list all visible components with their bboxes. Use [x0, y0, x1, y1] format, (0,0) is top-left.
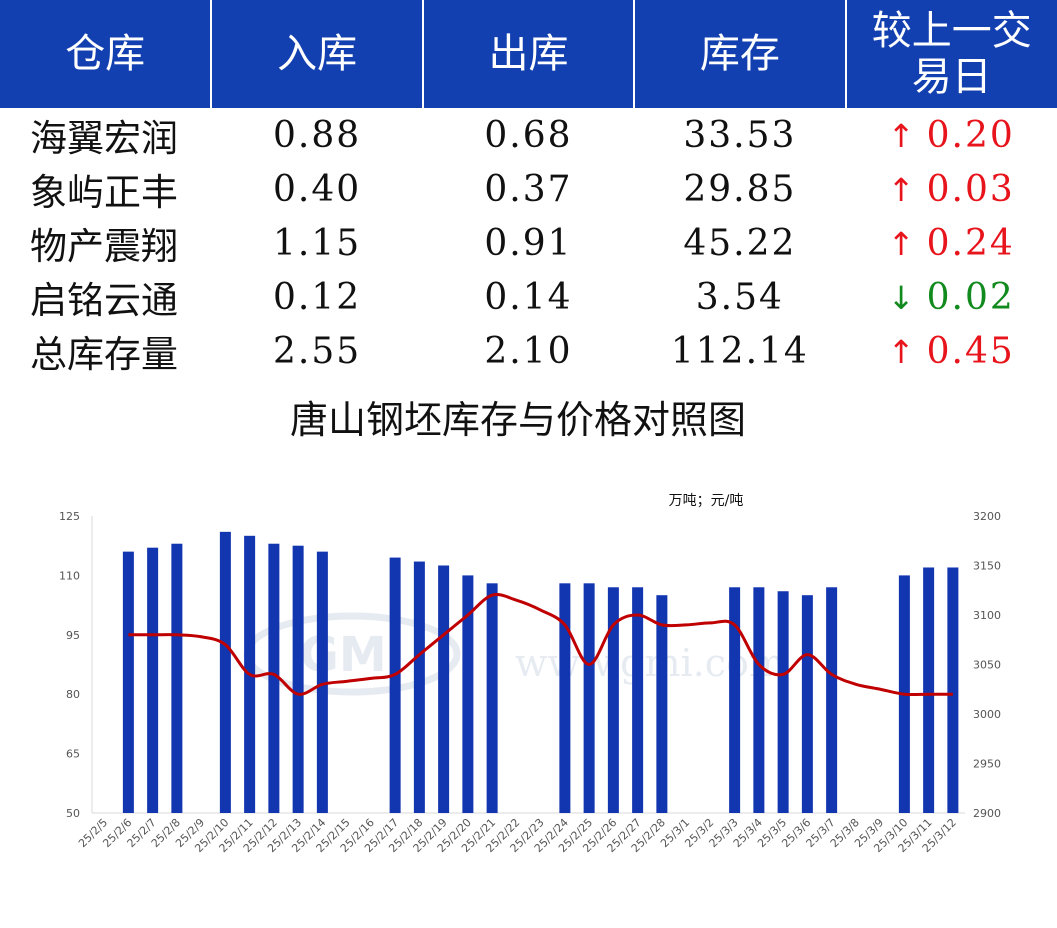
inbound-value: 0.12 [273, 276, 362, 318]
header-warehouse: 仓库 [0, 0, 213, 108]
bar [656, 595, 668, 813]
change-cell: ↑ 0.20 [846, 108, 1057, 162]
table-row: 启铭云通 0.12 0.14 3.54 ↓ 0.02 [0, 270, 1057, 324]
bar-series [122, 531, 959, 813]
table-row: 海翼宏润 0.88 0.68 33.53 ↑ 0.20 [0, 108, 1057, 162]
bar [147, 547, 159, 813]
bar [316, 551, 328, 813]
left-axis-ticks: 50 65 80 95 110 125 [59, 510, 80, 820]
bar [729, 587, 741, 813]
left-tick-label: 125 [59, 510, 80, 523]
bar [413, 561, 425, 813]
warehouse-name: 象屿正丰 [30, 171, 178, 214]
price-line [128, 593, 953, 697]
watermark-logo-text: GMI [299, 627, 404, 683]
change-value: 0.20 [926, 114, 1015, 156]
inbound-value: 2.55 [273, 330, 362, 372]
stock-value: 45.22 [683, 222, 797, 264]
chart-title: 唐山钢坯库存与价格对照图 [290, 398, 746, 442]
stock-value: 3.54 [695, 276, 784, 318]
bar [559, 583, 571, 813]
bar [923, 567, 935, 813]
bar [462, 575, 474, 813]
inventory-table: 仓库 入库 出库 库存 较上一交易日 海翼宏润 0.88 0.68 33.53 … [0, 0, 1057, 378]
bar [122, 551, 134, 813]
arrow-up-icon: ↑ [887, 224, 917, 263]
outbound-value: 0.68 [484, 114, 573, 156]
change-cell: ↑ 0.24 [846, 216, 1057, 270]
bar [753, 587, 765, 813]
change-cell: ↓ 0.02 [846, 270, 1057, 324]
arrow-up-icon: ↑ [887, 332, 917, 371]
outbound-value: 0.37 [484, 168, 573, 210]
outbound-value: 2.10 [484, 330, 573, 372]
right-tick-label: 3050 [973, 659, 1001, 672]
arrow-up-icon: ↑ [887, 116, 917, 155]
outbound-value: 0.91 [484, 222, 573, 264]
change-value: 0.24 [926, 222, 1015, 264]
right-tick-label: 2900 [973, 807, 1001, 820]
bar [486, 583, 498, 813]
left-tick-label: 95 [66, 629, 80, 642]
arrow-down-icon: ↓ [887, 278, 917, 317]
table-row: 象屿正丰 0.40 0.37 29.85 ↑ 0.03 [0, 162, 1057, 216]
price-inventory-chart: GMI www.gmi.com 唐山钢坯库存与价格对照图 万吨；元/吨 50 65… [59, 398, 1001, 855]
right-tick-label: 3100 [973, 609, 1001, 622]
change-cell: ↑ 0.45 [846, 324, 1057, 378]
inbound-value: 0.40 [273, 168, 362, 210]
outbound-value: 0.14 [484, 276, 573, 318]
inbound-value: 0.88 [273, 114, 362, 156]
bar [292, 545, 304, 813]
stock-value: 33.53 [683, 114, 797, 156]
bar [777, 591, 789, 813]
bar [268, 543, 280, 813]
warehouse-name: 启铭云通 [30, 279, 178, 322]
right-tick-label: 3000 [973, 708, 1001, 721]
header-stock: 库存 [634, 0, 847, 108]
right-tick-label: 3150 [973, 560, 1001, 573]
bar [389, 557, 401, 813]
change-cell: ↑ 0.03 [846, 162, 1057, 216]
unit-label: 万吨；元/吨 [669, 493, 744, 509]
left-tick-label: 65 [66, 748, 80, 761]
warehouse-name: 海翼宏润 [30, 117, 178, 160]
stock-value: 29.85 [683, 168, 797, 210]
right-tick-label: 2950 [973, 758, 1001, 771]
change-value: 0.02 [926, 276, 1015, 318]
change-value: 0.03 [926, 168, 1015, 210]
table-row: 物产震翔 1.15 0.91 45.22 ↑ 0.24 [0, 216, 1057, 270]
table-row: 总库存量 2.55 2.10 112.14 ↑ 0.45 [0, 324, 1057, 378]
change-value: 0.45 [926, 330, 1015, 372]
header-outbound: 出库 [422, 0, 636, 108]
arrow-up-icon: ↑ [887, 170, 917, 209]
header-inbound: 入库 [211, 0, 424, 108]
table-header-row: 仓库 入库 出库 库存 较上一交易日 [0, 0, 1057, 108]
bar [826, 587, 838, 813]
bar [947, 567, 959, 813]
bar [438, 565, 450, 813]
x-axis-labels: 25/2/525/2/625/2/725/2/825/2/925/2/1025/… [76, 816, 959, 855]
bar [632, 587, 644, 813]
header-change: 较上一交易日 [845, 0, 1057, 108]
left-tick-label: 80 [66, 688, 80, 701]
warehouse-name: 总库存量 [30, 333, 178, 376]
right-tick-label: 3200 [973, 510, 1001, 523]
stock-value: 112.14 [670, 330, 809, 372]
watermark-text: www.gmi.com [515, 641, 785, 685]
bar [801, 595, 813, 813]
right-axis-ticks: 2900 2950 3000 3050 3100 3150 3200 [973, 510, 1001, 820]
bar [219, 531, 231, 813]
bar [171, 543, 183, 813]
inbound-value: 1.15 [273, 222, 362, 264]
bar [607, 587, 619, 813]
warehouse-name: 物产震翔 [30, 225, 178, 268]
left-tick-label: 110 [59, 569, 80, 582]
bar [583, 583, 595, 813]
left-tick-label: 50 [66, 807, 80, 820]
